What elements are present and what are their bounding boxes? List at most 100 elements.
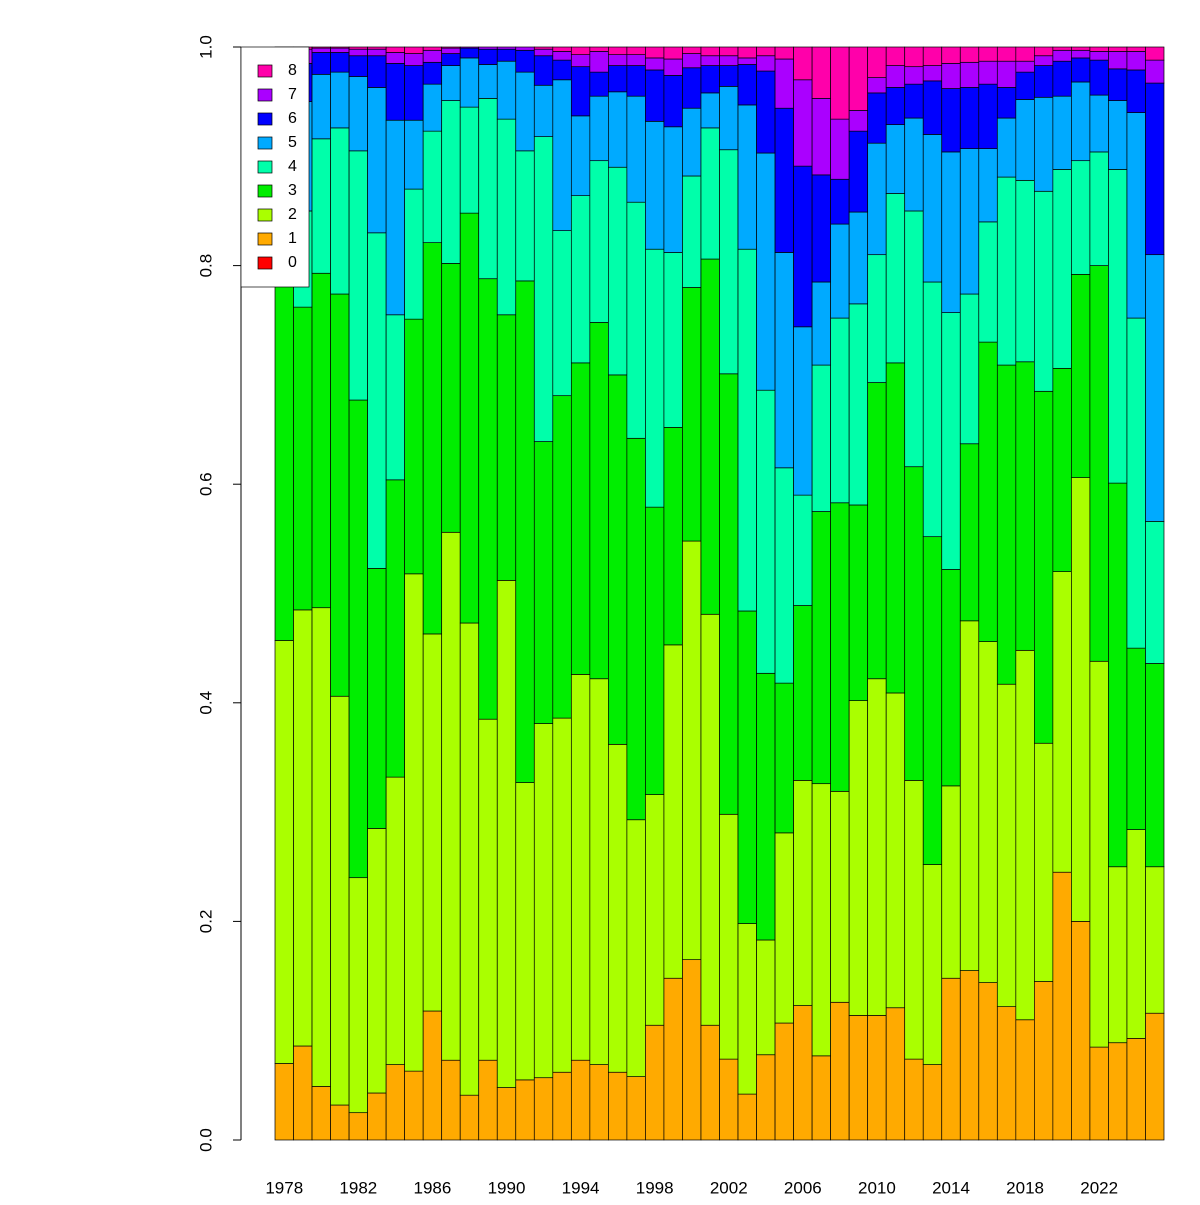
legend-label: 1 [288, 230, 297, 247]
bar-segment [959, 61, 980, 88]
bar-segment [385, 119, 405, 316]
bar-segment [793, 605, 813, 781]
bar-segment [645, 120, 665, 250]
bar-segment [1089, 94, 1109, 153]
bar-segment [1052, 169, 1072, 369]
bar-segment [719, 373, 739, 815]
bar-segment [1071, 921, 1091, 1141]
bar-segment [793, 46, 813, 81]
bar-segment [496, 580, 517, 1088]
bar-segment [552, 717, 572, 1073]
bar-segment [645, 506, 665, 795]
bar-segment [608, 46, 628, 56]
bar-segment [774, 467, 794, 684]
bar-segment [459, 57, 480, 108]
bar-segment [478, 64, 498, 99]
bar-segment [941, 977, 961, 1141]
bar-segment [552, 395, 572, 719]
y-tick-label: 1.0 [196, 35, 215, 59]
bar-segment [1071, 477, 1091, 922]
bar-segment [904, 1058, 924, 1141]
bar-segment [682, 175, 702, 288]
bar-segment [496, 46, 517, 50]
bar-segment [330, 293, 350, 697]
bar-segment [626, 201, 646, 439]
bar-segment [515, 71, 535, 152]
bar-segment [996, 117, 1017, 178]
bar-segment [867, 254, 887, 383]
bar-segment [311, 138, 331, 274]
legend-swatch [257, 88, 273, 102]
y-tick-label: 0.8 [196, 254, 215, 278]
bar-segment [589, 51, 609, 73]
bar-segment [793, 780, 813, 1006]
bar-segment [478, 1059, 498, 1141]
bar-segment [459, 106, 480, 214]
bar-segment [756, 389, 776, 674]
bar-segment [663, 977, 683, 1141]
bar-segment [1052, 571, 1072, 873]
x-tick-label: 1982 [339, 1178, 377, 1197]
bar-segment [385, 479, 405, 778]
bar-segment [830, 118, 850, 180]
bar-segment [626, 65, 646, 97]
bar-segment [682, 287, 702, 542]
bar-segment [867, 46, 887, 78]
bar-segment [978, 46, 998, 62]
bar-segment [515, 46, 535, 51]
bar-segment [293, 609, 313, 1047]
bar-segment [367, 568, 387, 829]
bar-segment [645, 794, 665, 1026]
bar-segment [311, 73, 331, 140]
bar-segment [385, 52, 405, 64]
bar-segment [330, 695, 350, 1106]
bar-segment [1126, 46, 1146, 52]
bar-segment [589, 322, 609, 680]
bar-segment [885, 87, 906, 125]
bar-segment [385, 314, 405, 481]
bar-segment [422, 1010, 443, 1141]
bar-segment [1015, 46, 1035, 62]
bar-segment [1145, 521, 1165, 664]
bar-segment [756, 672, 776, 941]
bar-segment [830, 502, 850, 792]
bar-segment [793, 1005, 813, 1141]
bar-segment [422, 46, 443, 51]
bar-segment [1145, 866, 1165, 1014]
bar-segment [1034, 390, 1054, 744]
bar-segment [719, 55, 739, 66]
bar-segment [570, 195, 591, 364]
bar-segment [663, 46, 683, 60]
bar-segment [1034, 190, 1054, 392]
bar-segment [367, 48, 387, 57]
bar-segment [959, 443, 980, 622]
bar-segment [922, 46, 943, 66]
bar-segment [1015, 71, 1035, 100]
bar-segment [922, 1064, 943, 1141]
bar-segment [885, 124, 906, 194]
bar-segment [941, 46, 961, 64]
bar-segment [608, 166, 628, 376]
bar-segment [459, 622, 480, 1096]
bar-segment [515, 280, 535, 783]
legend-label: 2 [288, 206, 297, 223]
bar-segment [1126, 1038, 1146, 1141]
bar-segment [830, 46, 850, 120]
bar-segment [1034, 742, 1054, 982]
bar-segment [1052, 95, 1072, 170]
bar-segment [385, 776, 405, 1065]
bar-segment [978, 221, 998, 343]
bar-segment [737, 46, 757, 59]
bar-segment [996, 683, 1017, 1008]
bar-segment [941, 569, 961, 787]
bar-segment [978, 982, 998, 1141]
bar-segment [515, 49, 535, 73]
bar-segment [1108, 68, 1128, 101]
bar-segment [496, 118, 517, 316]
bar-segment [682, 53, 702, 69]
bar-segment [626, 95, 646, 203]
bar-segment [348, 48, 368, 57]
bar-segment [737, 1093, 757, 1141]
bar-segment [885, 692, 906, 1009]
bar-segment [404, 119, 424, 190]
